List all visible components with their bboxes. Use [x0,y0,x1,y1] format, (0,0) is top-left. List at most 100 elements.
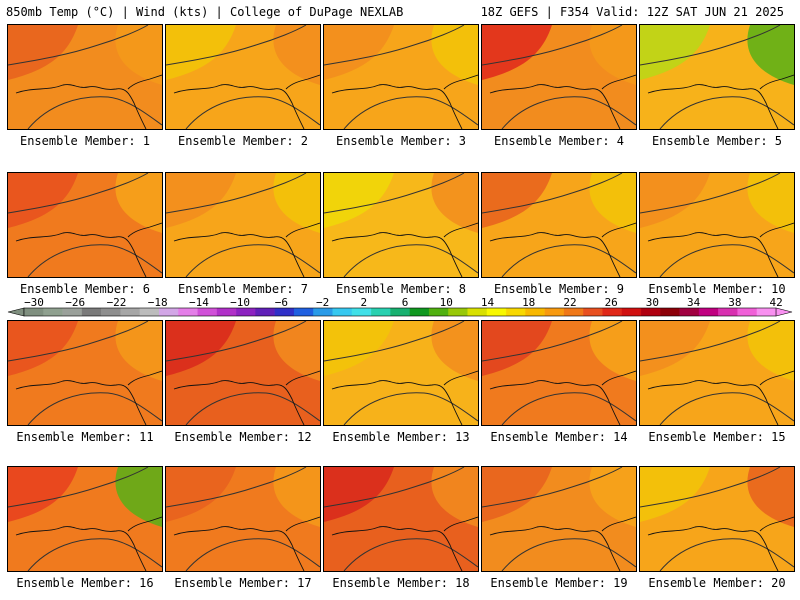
temperature-field [166,25,320,129]
coastline [331,232,463,277]
temperature-field [8,25,162,129]
height-contour [185,392,320,425]
colorbar-tick-label: −14 [189,296,209,309]
temperature-field [166,467,320,571]
temperature-field [8,173,162,277]
temperature-shade-region [431,321,478,381]
height-contour [640,173,781,214]
ensemble-member-label: Ensemble Member: 15 [648,430,786,444]
coastline [173,526,305,571]
temperature-shade-region [8,173,78,228]
height-contour [324,173,465,214]
colorbar-tick-label: −10 [230,296,250,309]
height-contour [166,173,307,214]
colorbar-swatch [178,308,198,316]
colorbar-swatch [621,308,642,316]
ensemble-map-8 [323,172,479,278]
temperature-shade-region [482,467,552,522]
height-contour [343,392,478,425]
height-contour [482,25,623,66]
colorbar-swatch [737,308,758,316]
ensemble-member-label: Ensemble Member: 11 [16,430,154,444]
ensemble-map-15 [639,320,795,426]
temperature-shade-region [324,173,394,228]
colorbar-frame [23,307,777,317]
height-contour [343,96,478,129]
coastline [285,222,320,238]
temperature-shade-region [747,321,794,381]
temperature-shade-region [115,467,162,527]
colorbar-swatch [274,308,295,316]
ensemble-member-label: Ensemble Member: 5 [651,134,783,148]
coastline [331,526,463,571]
colorbar-swatch [62,308,83,316]
temperature-shade-region [482,25,552,80]
temperature-shade-region [640,25,710,80]
height-contour [482,321,623,362]
ensemble-member-label: Ensemble Member: 3 [335,134,467,148]
temperature-field [324,173,478,277]
coastline [759,370,794,386]
height-contour [185,96,320,129]
temperature-shade-region [640,467,710,522]
temperature-shade-region [431,25,478,85]
ensemble-member-label: Ensemble Member: 18 [332,576,470,590]
coastline [601,370,636,386]
ensemble-map-19 [481,466,637,572]
temperature-shade-region [273,321,320,381]
colorbar-tick-label: 34 [687,296,701,309]
temperature-colorbar: −30 −26 −22 −18 −14 −10 −6 −2 2 6 10 14 18 22 26 30 34 38… [7,296,793,317]
ensemble-member-label: Ensemble Member: 14 [490,430,628,444]
height-contour [166,321,307,362]
height-contour [324,321,465,362]
height-contour [166,467,307,508]
coastline [489,526,621,571]
coastline [127,370,162,386]
height-contour [659,538,794,571]
colorbar-tick-label: 10 [440,296,453,309]
colorbar-low-arrow [7,307,25,317]
colorbar-swatch [506,308,526,316]
ensemble-member-label: Ensemble Member: 20 [648,576,786,590]
temperature-field [482,321,636,425]
colorbar-swatch [332,308,353,316]
coastline [489,380,621,425]
colorbar-swatch [660,308,680,316]
colorbar-tick-label: −30 [24,296,44,309]
temperature-field [8,467,162,571]
height-contour [27,392,162,425]
coastline [173,232,305,277]
height-contour [640,25,781,66]
coastline [647,380,779,425]
temperature-shade-region [8,467,78,522]
ensemble-member-label: Ensemble Member: 16 [16,576,154,590]
temperature-field [482,25,636,129]
height-contour [501,244,636,277]
ensemble-member-label: Ensemble Member: 7 [177,282,309,296]
colorbar-swatch [641,308,661,316]
height-contour [501,392,636,425]
ensemble-map-14 [481,320,637,426]
colorbar-tick-label: −26 [65,296,85,309]
colorbar-tick-label: −2 [316,296,329,309]
coastline [15,526,147,571]
ensemble-member-label: Ensemble Member: 17 [174,576,312,590]
coastline [331,84,463,129]
coastline [647,232,779,277]
colorbar-swatch [467,308,488,316]
coastline [489,84,621,129]
temperature-field [482,467,636,571]
coastline [331,380,463,425]
height-contour [324,25,465,66]
temperature-shade-region [747,467,794,527]
coastline [127,516,162,532]
height-contour [343,538,478,571]
colorbar-swatch [120,308,140,316]
temperature-shade-region [115,173,162,233]
coastline [647,84,779,129]
colorbar-swatch [139,308,160,316]
temperature-shade-region [8,25,78,80]
temperature-shade-region [166,173,236,228]
colorbar-swatch [255,308,275,316]
height-contour [27,538,162,571]
